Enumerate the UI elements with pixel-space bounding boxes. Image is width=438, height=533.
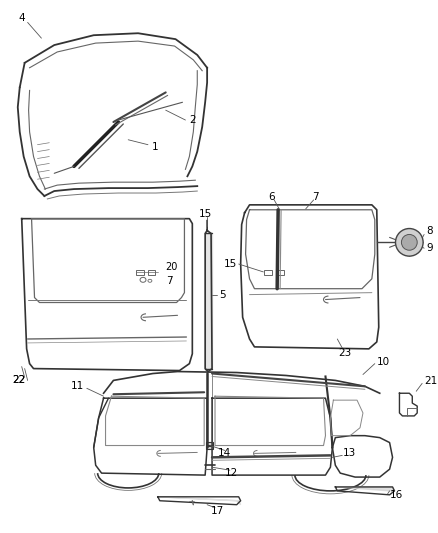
Polygon shape (158, 497, 240, 505)
Text: 8: 8 (426, 227, 433, 237)
Text: 11: 11 (71, 381, 84, 391)
Text: 4: 4 (18, 13, 25, 23)
Circle shape (396, 229, 423, 256)
Text: 2: 2 (189, 115, 196, 125)
Text: 20: 20 (166, 262, 178, 272)
Text: 14: 14 (218, 448, 232, 458)
Text: 13: 13 (343, 448, 357, 458)
Text: 12: 12 (225, 468, 238, 478)
Bar (276, 270, 284, 275)
Bar (264, 270, 272, 275)
Text: 21: 21 (424, 376, 438, 386)
Text: 6: 6 (268, 192, 275, 202)
Text: 15: 15 (223, 259, 237, 269)
Text: 10: 10 (377, 357, 390, 367)
Text: 1: 1 (152, 142, 158, 152)
Text: 22: 22 (12, 375, 25, 385)
Text: 7: 7 (312, 192, 319, 202)
Text: 16: 16 (389, 490, 403, 500)
Bar (206, 441, 213, 449)
Circle shape (402, 235, 417, 250)
Text: 23: 23 (339, 348, 352, 358)
Text: 9: 9 (426, 243, 433, 253)
Bar (136, 270, 144, 275)
Polygon shape (205, 233, 212, 369)
Bar (148, 270, 155, 275)
Text: 17: 17 (210, 506, 224, 515)
Text: 7: 7 (166, 276, 172, 286)
Text: 22: 22 (12, 375, 25, 385)
Text: 5: 5 (219, 289, 226, 300)
Polygon shape (336, 487, 395, 491)
Text: 15: 15 (199, 209, 212, 219)
